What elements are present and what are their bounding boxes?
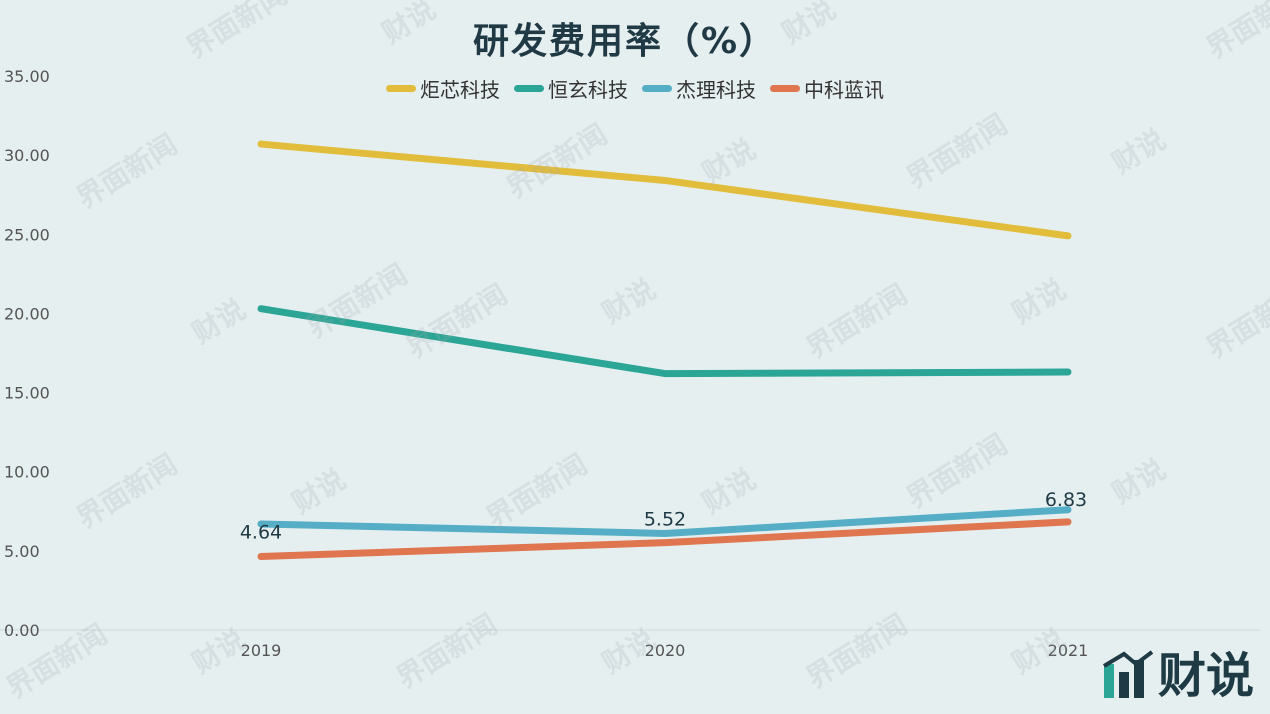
legend-swatch [514,85,544,92]
series-line [257,305,1072,378]
chart-title: 研发费用率（%） [472,21,778,62]
legend-item: 恒玄科技 [514,74,628,103]
y-tick-label: 5.00 [4,542,40,561]
legend-swatch [770,85,800,92]
legend-label: 中科蓝讯 [804,78,884,102]
chart-legend: 炬芯科技 恒玄科技 杰理科技 中科蓝讯 [0,74,1270,103]
series-line [257,506,1072,537]
legend-item: 炬芯科技 [386,74,500,103]
legend-label: 恒玄科技 [548,78,628,102]
legend-label: 杰理科技 [676,78,756,102]
series-line [257,140,1072,240]
y-tick-label: 0.00 [4,621,40,640]
data-label: 5.52 [644,509,686,531]
y-tick-label: 30.00 [4,146,50,165]
legend-swatch [386,85,416,92]
x-tick-label: 2019 [241,641,282,660]
legend-item: 中科蓝讯 [770,74,884,103]
data-label: 4.64 [240,522,282,544]
y-tick-label: 25.00 [4,225,50,244]
brand-logo: 财说 [1102,650,1254,700]
legend-swatch [642,85,672,92]
y-tick-label: 10.00 [4,463,50,482]
bar-chart-logo-icon [1102,650,1154,698]
y-tick-label: 15.00 [4,384,50,403]
y-tick-label: 35.00 [4,67,50,86]
x-tick-label: 2020 [645,641,686,660]
y-tick-label: 20.00 [4,304,50,323]
brand-text: 财说 [1157,648,1254,704]
legend-item: 杰理科技 [642,74,756,103]
series-line [257,518,1072,561]
x-tick-label: 2021 [1048,641,1089,660]
data-label: 6.83 [1045,489,1087,511]
legend-label: 炬芯科技 [420,78,500,102]
